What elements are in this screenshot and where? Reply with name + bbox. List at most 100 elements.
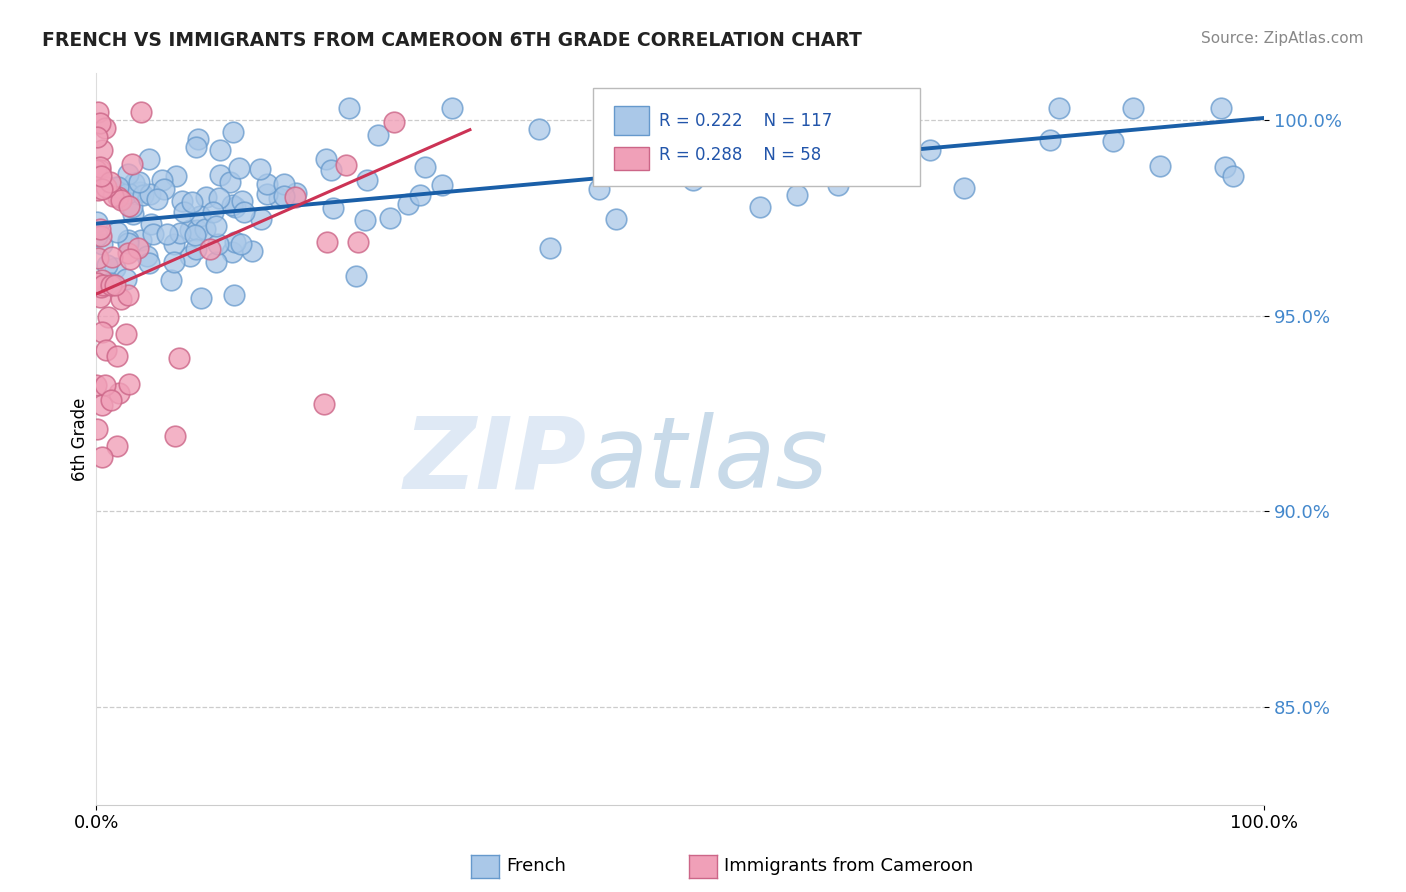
Point (322, 201, 344, 215)
Point (90, 280, 112, 294)
Point (221, 198, 243, 212)
Point (139, 217, 162, 231)
Point (160, 272, 183, 286)
Point (315, 235, 337, 249)
Point (115, 326, 138, 341)
Point (110, 193, 132, 207)
Text: ZIP: ZIP (404, 412, 586, 509)
Point (86, 214, 108, 228)
Point (135, 249, 157, 263)
Point (221, 245, 243, 260)
Point (121, 156, 143, 170)
Point (758, 161, 780, 176)
Point (94, 343, 117, 357)
Point (142, 227, 165, 241)
Point (89, 162, 111, 177)
Point (682, 173, 704, 187)
Point (672, 163, 695, 178)
Point (97, 310, 120, 325)
Point (232, 205, 254, 219)
Point (107, 225, 129, 239)
Point (91, 273, 114, 287)
Point (353, 213, 375, 227)
Point (1122, 101, 1144, 115)
Point (889, 157, 911, 171)
Point (107, 179, 129, 194)
Point (150, 173, 173, 187)
Point (118, 377, 141, 392)
Point (110, 292, 132, 306)
Point (122, 207, 145, 221)
Text: Source: ZipAtlas.com: Source: ZipAtlas.com (1201, 31, 1364, 46)
Point (380, 211, 402, 225)
Point (195, 190, 218, 204)
Point (208, 191, 231, 205)
Point (107, 385, 129, 400)
Point (89, 116, 111, 130)
Point (94, 120, 117, 135)
Point (284, 186, 307, 200)
Point (335, 158, 357, 172)
Point (87, 183, 110, 197)
Point (91, 236, 114, 251)
Point (187, 132, 209, 146)
Point (346, 235, 368, 249)
Point (441, 101, 464, 115)
Point (90, 229, 112, 244)
Point (107, 190, 129, 204)
Point (219, 175, 242, 189)
Point (98, 175, 121, 189)
Point (104, 260, 127, 275)
Point (396, 197, 419, 211)
Point (117, 233, 139, 247)
Text: Immigrants from Cameroon: Immigrants from Cameroon (724, 857, 973, 875)
FancyBboxPatch shape (613, 106, 648, 136)
Text: French: French (506, 857, 567, 875)
Point (181, 195, 204, 210)
Point (105, 179, 128, 194)
Point (194, 222, 217, 236)
Point (222, 125, 245, 139)
Point (1039, 132, 1062, 146)
Point (256, 187, 278, 202)
Point (224, 200, 246, 214)
Point (90, 398, 112, 412)
Point (100, 392, 122, 407)
Point (827, 178, 849, 192)
Point (209, 168, 232, 182)
Point (1047, 101, 1070, 115)
Point (184, 242, 207, 256)
Point (138, 153, 160, 167)
Point (186, 223, 208, 237)
Point (129, 105, 152, 120)
Point (229, 236, 252, 251)
Point (208, 143, 231, 157)
Point (117, 167, 139, 181)
Point (860, 101, 883, 115)
Point (105, 439, 128, 453)
Point (312, 397, 335, 411)
Point (269, 191, 291, 205)
Point (188, 209, 211, 223)
Point (100, 277, 122, 292)
Point (169, 351, 191, 365)
FancyBboxPatch shape (592, 87, 920, 186)
Point (128, 175, 150, 189)
Point (198, 242, 221, 256)
Point (1209, 101, 1232, 115)
Point (101, 188, 124, 202)
Point (89, 160, 111, 174)
Point (90, 450, 112, 464)
Point (179, 249, 201, 263)
Point (117, 245, 139, 260)
Point (165, 169, 187, 183)
Point (146, 192, 169, 206)
Point (273, 177, 295, 191)
Point (87, 105, 110, 120)
Point (89, 289, 111, 303)
Point (186, 139, 208, 153)
Point (156, 227, 179, 241)
Point (222, 287, 245, 301)
Point (202, 205, 225, 219)
FancyBboxPatch shape (613, 147, 648, 170)
